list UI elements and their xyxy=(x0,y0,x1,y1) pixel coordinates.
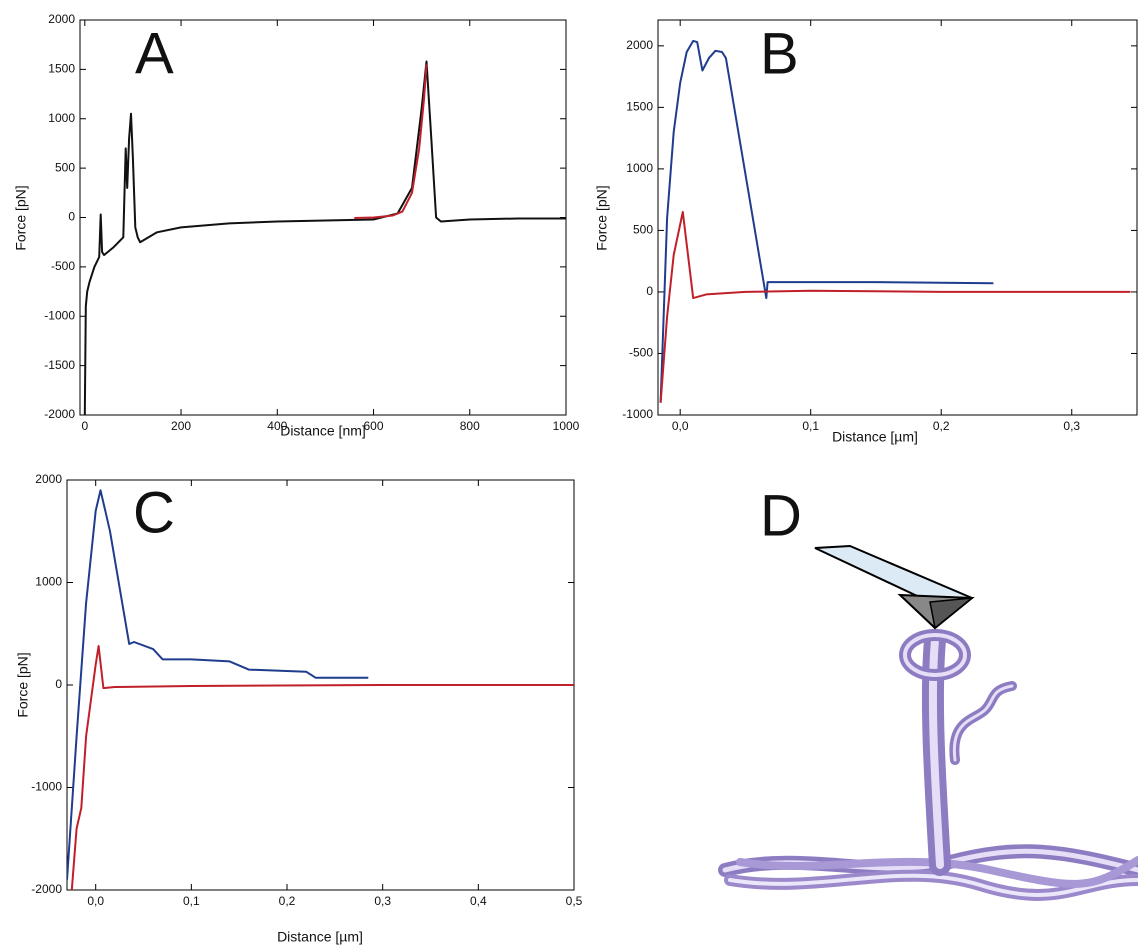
x-tick-label: 0,3 xyxy=(1063,419,1080,433)
x-tick-label: 0,1 xyxy=(802,419,819,433)
x-tick-label: 400 xyxy=(267,419,287,433)
x-axis-label: Distance [µm] xyxy=(277,929,363,945)
y-tick-label: 0 xyxy=(55,677,62,691)
y-tick-label: -1500 xyxy=(44,358,75,372)
x-tick-label: 200 xyxy=(171,419,191,433)
panel-label: C xyxy=(133,480,175,545)
y-tick-label: -500 xyxy=(629,346,653,360)
plot-frame xyxy=(657,19,1138,416)
y-tick-label: -2000 xyxy=(44,407,75,421)
x-tick-label: 0,2 xyxy=(279,894,296,908)
y-tick-label: 1500 xyxy=(626,100,653,114)
chart: 0 200 400 600 800 1000 -2000 -1500 -1000 -500 0 500… xyxy=(13,12,580,439)
x-tick-label: 0,4 xyxy=(470,894,487,908)
chart: 0,0 0,1 0,2 0,3 0,4 0,5 -2000 -1000 0 1000 2000 Dis… xyxy=(15,472,583,945)
y-axis-label: Force [pN] xyxy=(13,185,29,250)
chart: 0,0 0,1 0,2 0,3 -1000 -500 0 500 1000 1500 2000 Dis… xyxy=(594,19,1138,445)
y-tick-label: -1000 xyxy=(622,407,653,421)
y-tick-label: 500 xyxy=(55,160,75,174)
x-tick-label: 0,0 xyxy=(87,894,104,908)
y-tick-label: -500 xyxy=(51,259,75,273)
y-tick-label: 1000 xyxy=(48,111,75,125)
x-tick-label: 0,5 xyxy=(566,894,583,908)
x-axis-label: Distance [µm] xyxy=(832,429,918,445)
y-tick-label: 2000 xyxy=(626,38,653,52)
x-axis-label: Distance [nm] xyxy=(280,423,366,439)
x-tick-label: 1000 xyxy=(553,419,580,433)
data-line xyxy=(83,60,566,415)
y-tick-label: 0 xyxy=(646,284,653,298)
y-tick-label: -1000 xyxy=(31,780,62,794)
panel-label: D xyxy=(760,483,802,548)
y-tick-label: -2000 xyxy=(31,882,62,896)
y-tick-label: 1500 xyxy=(48,62,75,76)
y-tick-label: 2000 xyxy=(35,472,62,486)
y-axis-label: Force [pN] xyxy=(15,652,31,717)
panel-label: B xyxy=(760,21,799,86)
panel-label: A xyxy=(135,21,174,86)
x-tick-label: 0,2 xyxy=(933,419,950,433)
y-tick-label: 0 xyxy=(68,210,75,224)
data-line xyxy=(67,489,369,880)
y-tick-label: 2000 xyxy=(48,12,75,26)
data-line xyxy=(354,64,428,219)
y-tick-label: 1000 xyxy=(35,575,62,589)
x-tick-label: 800 xyxy=(460,419,480,433)
y-tick-label: 1000 xyxy=(626,161,653,175)
y-tick-label: -1000 xyxy=(44,308,75,322)
x-tick-label: 600 xyxy=(364,419,384,433)
data-line xyxy=(659,39,994,403)
y-tick-label: 500 xyxy=(633,223,653,237)
x-tick-label: 0 xyxy=(81,419,88,433)
x-tick-label: 0,0 xyxy=(672,419,689,433)
data-line xyxy=(70,645,574,890)
illustration: D xyxy=(718,483,1138,901)
x-tick-label: 0,3 xyxy=(374,894,391,908)
data-line xyxy=(659,211,1131,403)
x-tick-label: 0,1 xyxy=(183,894,200,908)
y-axis-label: Force [pN] xyxy=(594,185,610,250)
